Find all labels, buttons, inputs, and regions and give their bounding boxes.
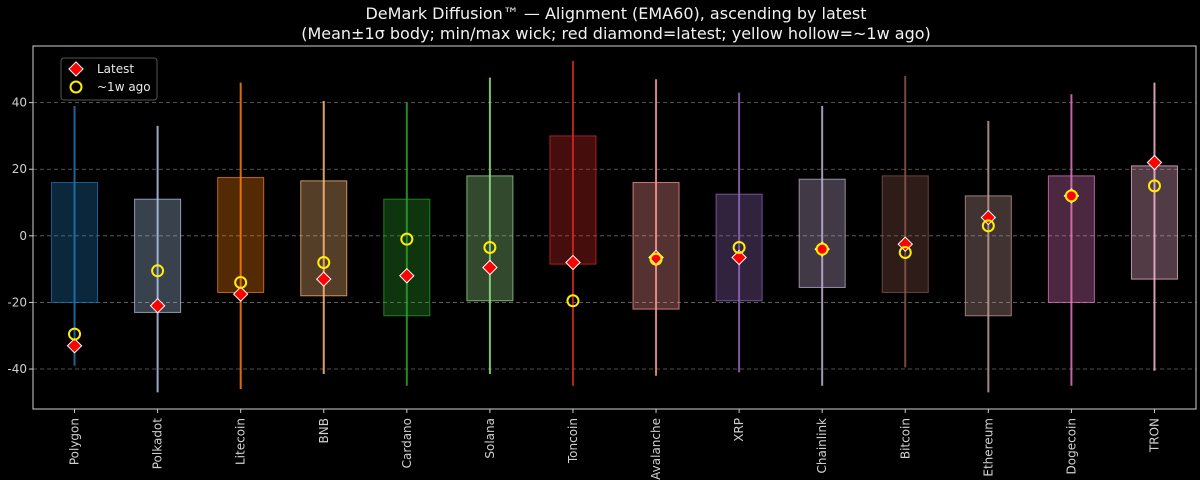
xtick-label-polkadot: Polkadot [151, 418, 165, 470]
latest-marker-xrp [731, 249, 747, 266]
week-ago-marker-toncoin [566, 294, 580, 308]
xtick-label-cardano: Cardano [400, 418, 414, 468]
ytick-label--20: -20 [7, 295, 27, 309]
ytick-label-0: 0 [19, 229, 27, 243]
latest-marker-toncoin [565, 254, 581, 271]
axes: -40 -20 0 20 40 Polygon Polkadot Litecoin BNB Car… [7, 45, 1197, 480]
week-ago-marker-litecoin [234, 275, 248, 289]
week-ago-marker-cardano [400, 232, 414, 246]
legend: Latest ~1w ago [60, 57, 158, 101]
week-ago-marker-chainlink [815, 242, 829, 256]
series-layer [51, 60, 1178, 393]
xtick-label-tron: TRON [1147, 418, 1161, 453]
series-bnb [300, 100, 348, 375]
series-polygon [51, 105, 99, 366]
series-dogecoin [1047, 94, 1095, 386]
latest-marker-polkadot [149, 297, 166, 314]
series-litecoin [217, 82, 265, 390]
week-ago-marker-tron [1147, 179, 1161, 193]
latest-marker-bnb [315, 271, 332, 287]
xtick-label-ethereum: Ethereum [981, 418, 995, 477]
week-ago-marker-xrp [732, 240, 746, 254]
series-solana [466, 77, 514, 375]
series-bitcoin [881, 75, 929, 368]
xtick-label-dogecoin: Dogecoin [1064, 418, 1078, 474]
latest-marker-polygon [66, 337, 83, 354]
week-ago-marker-bnb [317, 255, 331, 269]
series-xrp [715, 92, 763, 373]
ytick-label--40: -40 [7, 362, 27, 376]
xtick-label-avalanche: Avalanche [649, 418, 663, 480]
series-polkadot [134, 125, 182, 393]
latest-marker-tron [1146, 154, 1163, 171]
xtick-label-chainlink: Chainlink [815, 418, 829, 474]
legend-week-ago-label: ~1w ago [97, 80, 151, 94]
series-chainlink [798, 105, 846, 386]
xtick-label-bitcoin: Bitcoin [898, 418, 912, 459]
chart-title: DeMark Diffusion™ — Alignment (EMA60), a… [365, 4, 866, 23]
xtick-label-xrp: XRP [732, 418, 746, 442]
legend-frame [60, 57, 158, 101]
legend-week-ago-marker [69, 80, 83, 94]
latest-marker-litecoin [232, 286, 249, 302]
xtick-label-solana: Solana [483, 418, 497, 459]
series-toncoin [549, 60, 597, 386]
series-tron [1130, 82, 1178, 371]
series-cardano [383, 102, 431, 386]
series-avalanche [632, 79, 680, 376]
latest-marker-cardano [399, 268, 415, 284]
week-ago-marker-solana [483, 240, 497, 254]
xtick-label-litecoin: Litecoin [234, 418, 248, 465]
grid-lines [33, 102, 1196, 370]
xtick-label-toncoin: Toncoin [566, 418, 580, 464]
week-ago-marker-bitcoin [898, 245, 912, 259]
ytick-label-40: 40 [12, 96, 27, 110]
plot-frame [32, 45, 1197, 410]
legend-latest-label: Latest [97, 62, 134, 76]
ytick-label-20: 20 [12, 162, 27, 176]
latest-marker-solana [482, 259, 498, 276]
week-ago-marker-dogecoin [1064, 189, 1078, 203]
chart-subtitle: (Mean±1σ body; min/max wick; red diamond… [301, 24, 931, 43]
xtick-label-bnb: BNB [317, 418, 331, 443]
week-ago-marker-avalanche [649, 252, 663, 266]
week-ago-marker-polygon [68, 327, 82, 341]
week-ago-marker-ethereum [981, 219, 995, 233]
week-ago-marker-polkadot [151, 264, 165, 278]
series-ethereum [964, 120, 1012, 393]
legend-latest-marker [68, 61, 84, 77]
xtick-label-polygon: Polygon [68, 418, 82, 465]
